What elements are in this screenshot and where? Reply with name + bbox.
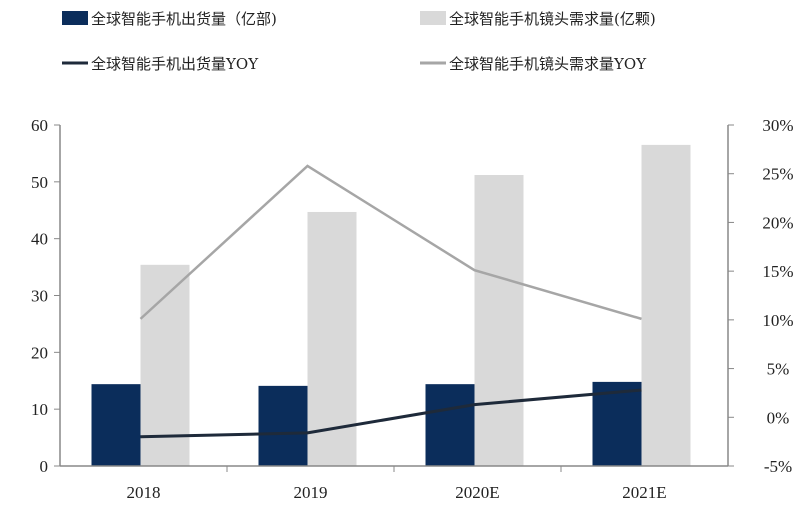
- legend-label: 全球智能手机出货量（亿部): [91, 10, 277, 28]
- x-tick-label: 2018: [127, 483, 161, 502]
- line-shipments-yoy: [140, 388, 642, 439]
- left-tick-label: 0: [40, 457, 49, 476]
- bar-shipments: [91, 384, 141, 466]
- right-tick-label: 20%: [762, 213, 793, 232]
- legend-label: 全球智能手机镜头需求量(亿颗): [449, 10, 656, 28]
- left-tick-label: 20: [31, 343, 48, 362]
- bar-lens-demand: [641, 144, 691, 466]
- legend-label: 全球智能手机镜头需求量YOY: [449, 55, 647, 73]
- x-tick-label: 2019: [294, 483, 328, 502]
- bar-shipments: [258, 385, 308, 466]
- legend-swatch: [420, 11, 446, 25]
- right-tick-label: 10%: [762, 311, 793, 330]
- right-tick-label: 0%: [767, 408, 790, 427]
- x-tick-label: 2021E: [622, 483, 666, 502]
- left-tick-label: 30: [31, 287, 48, 306]
- x-tick-label: 2020E: [455, 483, 499, 502]
- legend-swatch: [62, 11, 88, 25]
- right-tick-label: 5%: [767, 360, 790, 379]
- bar-shipments: [425, 384, 475, 466]
- bar-lens-demand: [307, 211, 357, 466]
- bar-shipments: [592, 381, 642, 466]
- bar-lens-demand: [140, 264, 190, 466]
- left-tick-label: 10: [31, 400, 48, 419]
- left-tick-label: 50: [31, 173, 48, 192]
- left-tick-label: 40: [31, 230, 48, 249]
- right-tick-label: 15%: [762, 262, 793, 281]
- line-lens-demand-yoy: [139, 164, 642, 321]
- right-tick-label: 25%: [762, 165, 793, 184]
- bar-lens-demand: [474, 175, 524, 466]
- legend-label: 全球智能手机出货量YOY: [91, 55, 259, 73]
- right-tick-label: -5%: [764, 457, 792, 476]
- left-tick-label: 60: [31, 116, 48, 135]
- right-tick-label: 30%: [762, 116, 793, 135]
